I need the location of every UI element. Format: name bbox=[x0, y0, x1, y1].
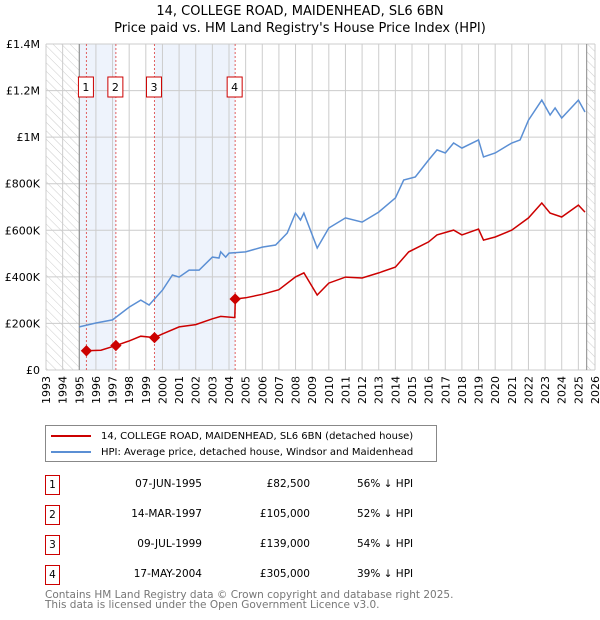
hpi-line bbox=[79, 98, 586, 328]
x-tick-label: 2011 bbox=[339, 376, 352, 404]
shade-region-3-4 bbox=[154, 44, 236, 370]
sale-label-number: 1 bbox=[82, 81, 89, 94]
x-tick-label: 1994 bbox=[57, 376, 70, 404]
x-tick-label: 1998 bbox=[123, 376, 136, 404]
sale-row-number: 2 bbox=[45, 505, 60, 525]
legend-label-hpi: HPI: Average price, detached house, Wind… bbox=[101, 446, 414, 458]
x-tick-label: 1993 bbox=[40, 376, 53, 404]
sale-price: £82,500 bbox=[266, 478, 310, 490]
legend: 14, COLLEGE ROAD, MAIDENHEAD, SL6 6BN (d… bbox=[45, 425, 437, 462]
x-tick-label: 2019 bbox=[473, 376, 486, 404]
y-tick-label: £200K bbox=[5, 317, 41, 330]
x-tick-label: 2017 bbox=[439, 376, 452, 404]
x-tick-label: 2007 bbox=[273, 376, 286, 404]
sale-row: 4 17-MAY-2004 £305,000 39% ↓ HPI bbox=[45, 565, 465, 585]
sale-date: 17-MAY-2004 bbox=[133, 568, 202, 580]
y-tick-label: £0 bbox=[26, 364, 40, 377]
footer-copyright: Contains HM Land Registry data © Crown c… bbox=[45, 589, 454, 601]
x-tick-label: 2018 bbox=[456, 376, 469, 404]
x-tick-label: 2016 bbox=[423, 376, 436, 404]
sale-hpi-diff: 39% ↓ HPI bbox=[357, 568, 414, 580]
x-tick-label: 2010 bbox=[323, 376, 336, 404]
sale-label-number: 4 bbox=[231, 81, 238, 94]
sale-hpi-diff: 54% ↓ HPI bbox=[357, 538, 414, 550]
y-tick-label: £1M bbox=[17, 131, 41, 144]
sale-date: 09-JUL-1999 bbox=[137, 538, 202, 550]
x-tick-label: 2008 bbox=[290, 376, 303, 404]
plot-background bbox=[46, 44, 595, 370]
chart-title: 14, COLLEGE ROAD, MAIDENHEAD, SL6 6BN bbox=[156, 4, 444, 19]
sale-row: 1 07-JUN-1995 £82,500 56% ↓ HPI bbox=[45, 475, 465, 495]
x-tick-label: 2024 bbox=[556, 376, 569, 404]
footer-licence: This data is licensed under the Open Gov… bbox=[45, 599, 380, 611]
sale-price: £105,000 bbox=[259, 508, 310, 520]
y-tick-label: £1.4M bbox=[6, 38, 40, 51]
sale-date: 14-MAR-1997 bbox=[131, 508, 202, 520]
sale-row: 2 14-MAR-1997 £105,000 52% ↓ HPI bbox=[45, 505, 465, 525]
y-tick-label: £1.2M bbox=[6, 85, 40, 98]
sale-hpi-diff: 56% ↓ HPI bbox=[357, 478, 414, 490]
x-tick-label: 2006 bbox=[256, 376, 269, 404]
x-tick-label: 1997 bbox=[107, 376, 120, 404]
x-tick-label: 2013 bbox=[373, 376, 386, 404]
x-tick-label: 2026 bbox=[589, 376, 600, 404]
x-tick-label: 1996 bbox=[90, 376, 103, 404]
legend-line-property bbox=[51, 435, 91, 437]
legend-line-hpi bbox=[51, 451, 91, 453]
sale-row-number: 3 bbox=[45, 535, 60, 555]
x-tick-label: 2022 bbox=[522, 376, 535, 404]
sale-label-box bbox=[226, 76, 243, 98]
sale-point bbox=[229, 293, 241, 305]
property-price-line bbox=[86, 201, 586, 352]
legend-label-property: 14, COLLEGE ROAD, MAIDENHEAD, SL6 6BN (d… bbox=[101, 430, 414, 442]
x-tick-label: 2014 bbox=[389, 376, 402, 404]
x-tick-label: 2002 bbox=[190, 376, 203, 404]
sale-price: £139,000 bbox=[259, 538, 310, 550]
x-tick-label: 2021 bbox=[506, 376, 519, 404]
sale-label-number: 3 bbox=[150, 81, 157, 94]
x-tick-label: 2001 bbox=[173, 376, 186, 404]
sale-row-number: 1 bbox=[45, 475, 60, 495]
x-tick-label: 2023 bbox=[539, 376, 552, 404]
sale-hpi-diff: 52% ↓ HPI bbox=[357, 508, 414, 520]
plot-area: 1993 1994 1995 1996 1997 1998 1999 2000 2001 2002… bbox=[5, 38, 600, 404]
x-tick-label: 2009 bbox=[306, 376, 319, 404]
x-tick-label: 2004 bbox=[223, 376, 236, 404]
y-tick-label: £800K bbox=[5, 178, 41, 191]
x-tick-label: 2020 bbox=[489, 376, 502, 404]
x-tick-label: 2005 bbox=[240, 376, 253, 404]
sale-label-box bbox=[145, 76, 162, 98]
x-tick-label: 1999 bbox=[140, 376, 153, 404]
x-tick-label: 2000 bbox=[156, 376, 169, 404]
sale-label-box bbox=[107, 76, 124, 98]
x-tick-label: 2012 bbox=[356, 376, 369, 404]
hatch-after-data bbox=[586, 44, 595, 370]
x-tick-label: 2015 bbox=[406, 376, 419, 404]
x-tick-label: 2025 bbox=[572, 376, 585, 404]
shade-region-1-2 bbox=[79, 44, 116, 370]
y-tick-label: £400K bbox=[5, 271, 41, 284]
sale-date: 07-JUN-1995 bbox=[135, 478, 202, 490]
sale-label-box bbox=[77, 76, 94, 98]
sale-price: £305,000 bbox=[259, 568, 310, 580]
chart-subtitle: Price paid vs. HM Land Registry's House … bbox=[114, 21, 486, 36]
x-tick-label: 2003 bbox=[206, 376, 219, 404]
sale-row: 3 09-JUL-1999 £139,000 54% ↓ HPI bbox=[45, 535, 465, 555]
x-tick-label: 1995 bbox=[73, 376, 86, 404]
y-tick-label: £600K bbox=[5, 224, 41, 237]
sale-point bbox=[148, 331, 161, 344]
sale-row-number: 4 bbox=[45, 565, 60, 585]
sale-label-number: 2 bbox=[112, 81, 119, 94]
